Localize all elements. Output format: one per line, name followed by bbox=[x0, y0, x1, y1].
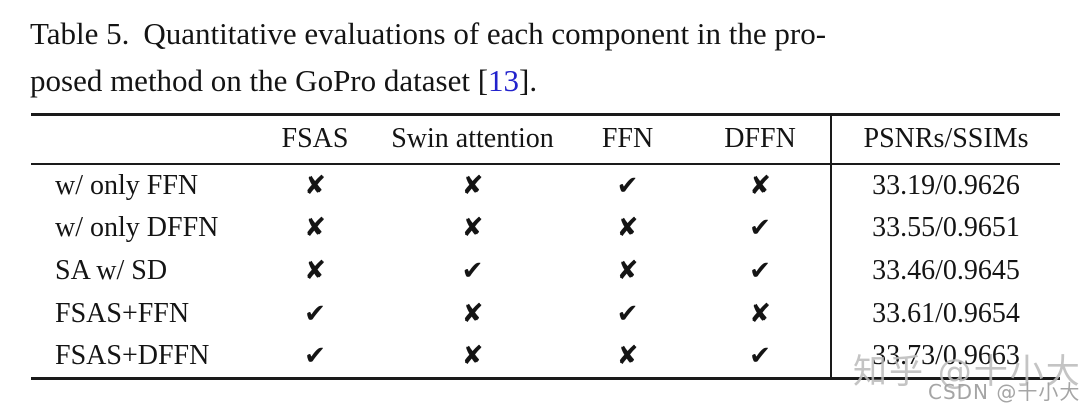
caption-text-line1: Quantitative evaluations of each compone… bbox=[143, 16, 827, 51]
table-row: FSAS+FFN ✔ ✘ ✔ ✘ 33.61/0.9654 bbox=[31, 292, 1060, 336]
caption-line-2: posed method on the GoPro dataset [13]. bbox=[30, 57, 1064, 104]
table-row: SA w/ SD ✘ ✔ ✘ ✔ 33.46/0.9645 bbox=[31, 249, 1060, 293]
psnr-ssim-value: 33.73/0.9663 bbox=[830, 335, 1060, 379]
row-label: w/ only FFN bbox=[55, 169, 199, 201]
mark-icon: ✘ bbox=[304, 170, 326, 201]
header-row: FSAS Swin attention FFN DFFN PSNRs/SSIMs bbox=[31, 114, 1060, 165]
row-label: w/ only DFFN bbox=[55, 212, 219, 243]
mark-icon: ✔ bbox=[616, 170, 639, 201]
table-row: FSAS+DFFN ✔ ✘ ✘ ✔ 33.73/0.9663 bbox=[31, 335, 1060, 379]
caption-line-1: Table 5. Quantitative evaluations of each… bbox=[30, 10, 1064, 57]
caption-text-line2: posed method on the GoPro dataset [ bbox=[30, 63, 489, 98]
mark-icon: ✘ bbox=[304, 256, 326, 286]
psnr-ssim-value: 33.61/0.9654 bbox=[830, 292, 1060, 336]
watermark-csdn: CSDN @十小大 bbox=[928, 380, 1081, 404]
mark-icon: ✔ bbox=[304, 341, 326, 372]
row-label: SA w/ SD bbox=[55, 255, 168, 286]
mark-icon: ✘ bbox=[461, 341, 484, 372]
table-row: w/ only DFFN ✘ ✘ ✘ ✔ 33.55/0.9651 bbox=[31, 206, 1060, 250]
row-label: FSAS+FFN bbox=[55, 298, 190, 329]
table-caption: Table 5. Quantitative evaluations of each… bbox=[30, 10, 1064, 104]
header-ffn: FFN bbox=[565, 114, 690, 165]
mark-icon: ✘ bbox=[749, 170, 771, 201]
header-swin-attention: Swin attention bbox=[380, 114, 565, 165]
mark-icon: ✘ bbox=[461, 213, 484, 243]
mark-icon: ✔ bbox=[461, 256, 484, 286]
watermark-zhihu: 知乎 @十小大 bbox=[853, 352, 1082, 392]
row-label: FSAS+DFFN bbox=[55, 340, 210, 372]
table-row: w/ only FFN ✘ ✘ ✔ ✘ 33.19/0.9626 bbox=[31, 163, 1060, 207]
ablation-table: FSAS Swin attention FFN DFFN PSNRs/SSIMs… bbox=[31, 113, 1060, 380]
mark-icon: ✘ bbox=[616, 213, 639, 243]
mark-icon: ✘ bbox=[461, 299, 484, 329]
citation-link[interactable]: 13 bbox=[488, 63, 520, 98]
mark-icon: ✔ bbox=[616, 299, 639, 329]
header-fsas: FSAS bbox=[250, 114, 380, 165]
caption-table-number: Table 5. bbox=[30, 16, 130, 51]
header-dffn: DFFN bbox=[690, 114, 831, 165]
psnr-ssim-value: 33.19/0.9626 bbox=[830, 163, 1060, 207]
mark-icon: ✔ bbox=[304, 299, 326, 329]
mark-icon: ✔ bbox=[749, 341, 771, 372]
mark-icon: ✘ bbox=[616, 341, 639, 372]
psnr-ssim-value: 33.46/0.9645 bbox=[830, 249, 1060, 293]
mark-icon: ✔ bbox=[749, 213, 771, 243]
psnr-ssim-value: 33.55/0.9651 bbox=[830, 206, 1060, 250]
caption-text-line2-end: ]. bbox=[519, 63, 538, 98]
mark-icon: ✔ bbox=[749, 256, 771, 286]
mark-icon: ✘ bbox=[616, 256, 639, 286]
mark-icon: ✘ bbox=[749, 299, 771, 329]
header-empty bbox=[31, 114, 250, 165]
mark-icon: ✘ bbox=[304, 213, 326, 243]
mark-icon: ✘ bbox=[461, 170, 484, 201]
header-psnr-ssim: PSNRs/SSIMs bbox=[830, 114, 1060, 165]
